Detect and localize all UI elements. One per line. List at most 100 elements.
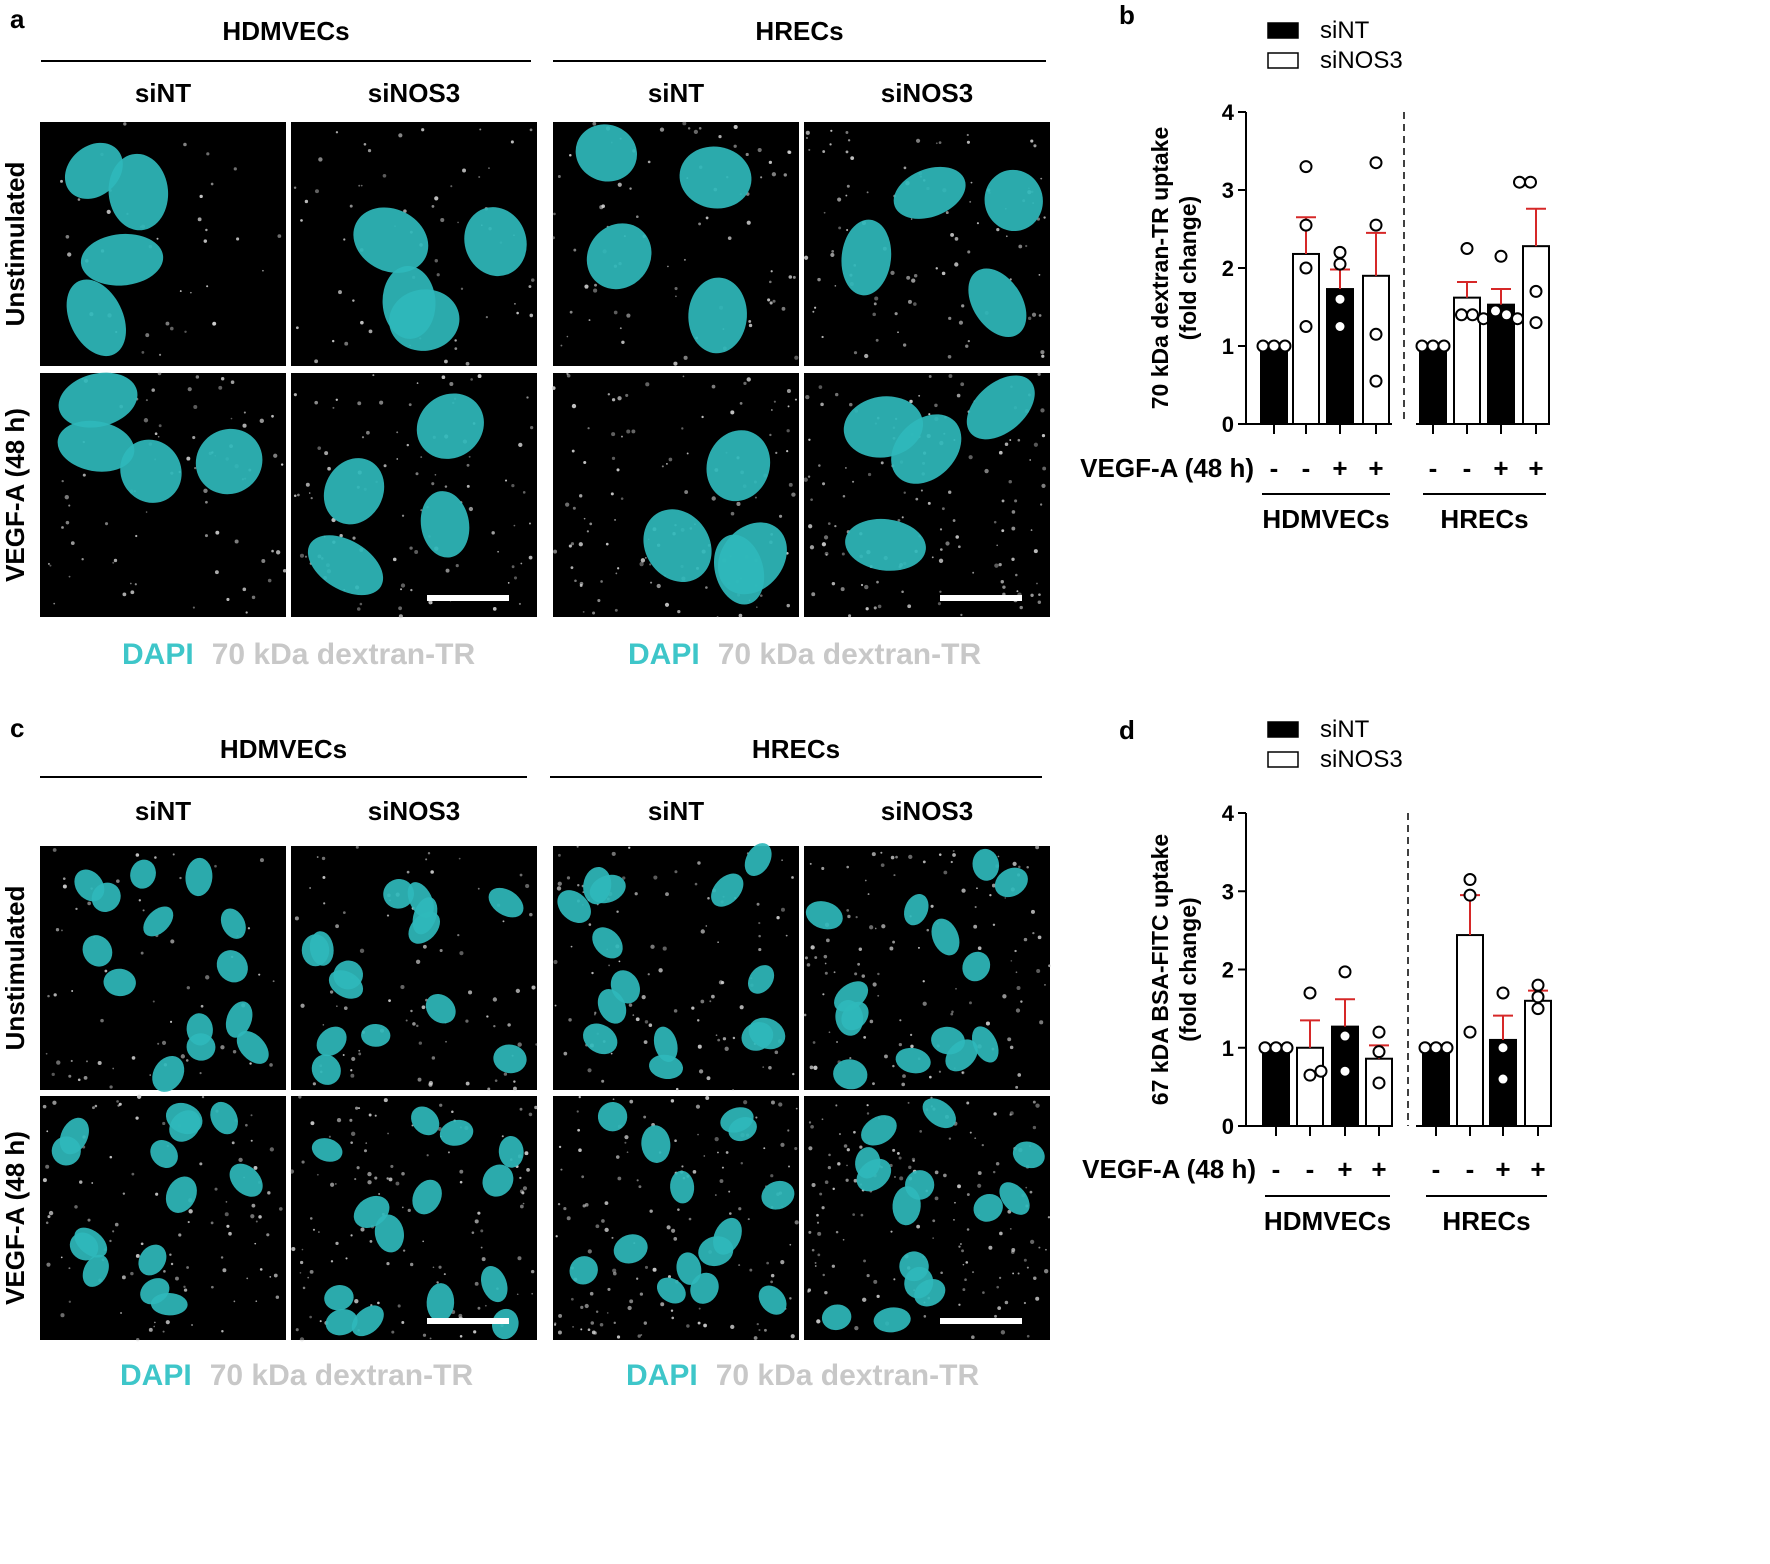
- dextran-speck: [277, 234, 282, 238]
- dextran-speck: [186, 1266, 189, 1269]
- dextran-speck: [457, 221, 459, 224]
- dextran-speck: [997, 1306, 1002, 1311]
- dapi-nucleus: [220, 908, 246, 939]
- treatment-mark: -: [1466, 1154, 1475, 1184]
- dextran-speck: [890, 1230, 893, 1233]
- dextran-speck: [898, 1156, 902, 1160]
- dextran-speck: [590, 1321, 595, 1325]
- dextran-speck: [327, 466, 331, 471]
- dextran-speck: [71, 990, 74, 992]
- dextran-speck: [83, 1075, 88, 1080]
- dapi-nucleus: [311, 1138, 343, 1162]
- dextran-speck: [82, 473, 86, 477]
- bar: [1260, 345, 1288, 425]
- dextran-speck: [601, 1219, 605, 1223]
- dextran-speck: [170, 1262, 174, 1266]
- dextran-speck: [391, 1330, 395, 1334]
- dextran-speck: [803, 477, 808, 482]
- dextran-speck: [220, 1045, 225, 1050]
- dextran-speck: [570, 945, 573, 948]
- dextran-speck: [845, 194, 848, 197]
- dextran-speck: [205, 228, 208, 232]
- dextran-speck: [49, 564, 52, 567]
- dextran-speck: [519, 873, 523, 877]
- dapi-nucleus: [307, 535, 384, 596]
- dextran-speck: [1004, 1300, 1009, 1305]
- dextran-speck: [194, 466, 197, 470]
- dapi-nucleus: [994, 867, 1028, 898]
- dapi-nucleus: [420, 491, 470, 558]
- dapi-nucleus: [728, 1116, 757, 1142]
- dextran-speck: [53, 602, 56, 605]
- dextran-speck: [897, 331, 899, 334]
- dextran-speck: [61, 929, 63, 932]
- dextran-speck: [308, 492, 311, 494]
- dextran-speck: [104, 522, 109, 526]
- dextran-speck: [867, 472, 872, 477]
- dextran-speck: [727, 236, 732, 241]
- treatment-mark: -: [1302, 453, 1311, 483]
- dextran-speck: [819, 1192, 823, 1196]
- dextran-speck: [664, 602, 670, 607]
- dextran-speck: [943, 1173, 947, 1178]
- dextran-speck: [968, 455, 973, 460]
- dextran-speck: [697, 1133, 699, 1136]
- dextran-speck: [135, 1254, 140, 1258]
- dextran-speck: [1004, 897, 1007, 899]
- dextran-speck: [774, 1050, 779, 1055]
- dextran-speck: [61, 526, 64, 529]
- dextran-speck: [920, 489, 923, 492]
- dextran-speck: [853, 351, 858, 355]
- dextran-speck: [786, 450, 789, 453]
- dextran-speck: [909, 399, 913, 404]
- dextran-speck: [513, 576, 518, 580]
- dextran-speck: [597, 598, 601, 603]
- dextran-speck: [922, 1001, 927, 1006]
- dextran-speck: [569, 310, 573, 314]
- dextran-speck: [786, 603, 790, 608]
- dextran-speck: [810, 1124, 814, 1129]
- dextran-speck: [768, 1065, 772, 1070]
- dextran-speck: [342, 911, 346, 914]
- dextran-speck: [890, 855, 895, 860]
- dextran-speck: [902, 343, 907, 347]
- group-header: HRECs: [752, 734, 840, 764]
- dextran-speck: [233, 167, 237, 171]
- dextran-speck: [626, 1151, 629, 1154]
- dextran-speck: [526, 396, 529, 399]
- dextran-speck: [45, 1164, 50, 1169]
- dextran-speck: [959, 1242, 962, 1245]
- dextran-speck: [840, 587, 845, 592]
- dextran-speck: [367, 149, 372, 153]
- dextran-speck: [572, 1325, 574, 1328]
- dextran-speck: [966, 133, 969, 137]
- scale-bar: [427, 595, 509, 601]
- dextran-speck: [493, 1024, 496, 1028]
- dapi-nucleus: [152, 1055, 185, 1092]
- dextran-speck: [430, 602, 433, 604]
- dextran-speck: [386, 914, 390, 917]
- dextran-speck: [954, 237, 959, 241]
- dextran-speck: [398, 133, 403, 138]
- condition-header: siNT: [135, 796, 191, 826]
- dextran-speck: [667, 1275, 672, 1279]
- dextran-speck: [733, 124, 738, 130]
- dextran-speck: [822, 993, 825, 996]
- dextran-speck: [601, 1079, 605, 1083]
- dextran-speck: [220, 1256, 224, 1259]
- dextran-speck: [611, 398, 616, 402]
- panel-letter: b: [1119, 0, 1135, 30]
- dextran-speck: [273, 453, 278, 458]
- dapi-nucleus: [80, 233, 164, 286]
- dapi-nucleus: [57, 420, 135, 472]
- dextran-speck: [941, 271, 946, 276]
- scale-bar: [427, 1318, 509, 1324]
- dextran-speck: [368, 329, 373, 334]
- data-point: [1496, 1072, 1510, 1086]
- dextran-speck: [436, 1281, 439, 1284]
- dextran-speck: [170, 326, 174, 331]
- dextran-speck: [524, 1151, 529, 1156]
- dextran-speck: [823, 211, 826, 214]
- dextran-speck: [1041, 354, 1045, 358]
- micrograph-tile: [551, 121, 799, 366]
